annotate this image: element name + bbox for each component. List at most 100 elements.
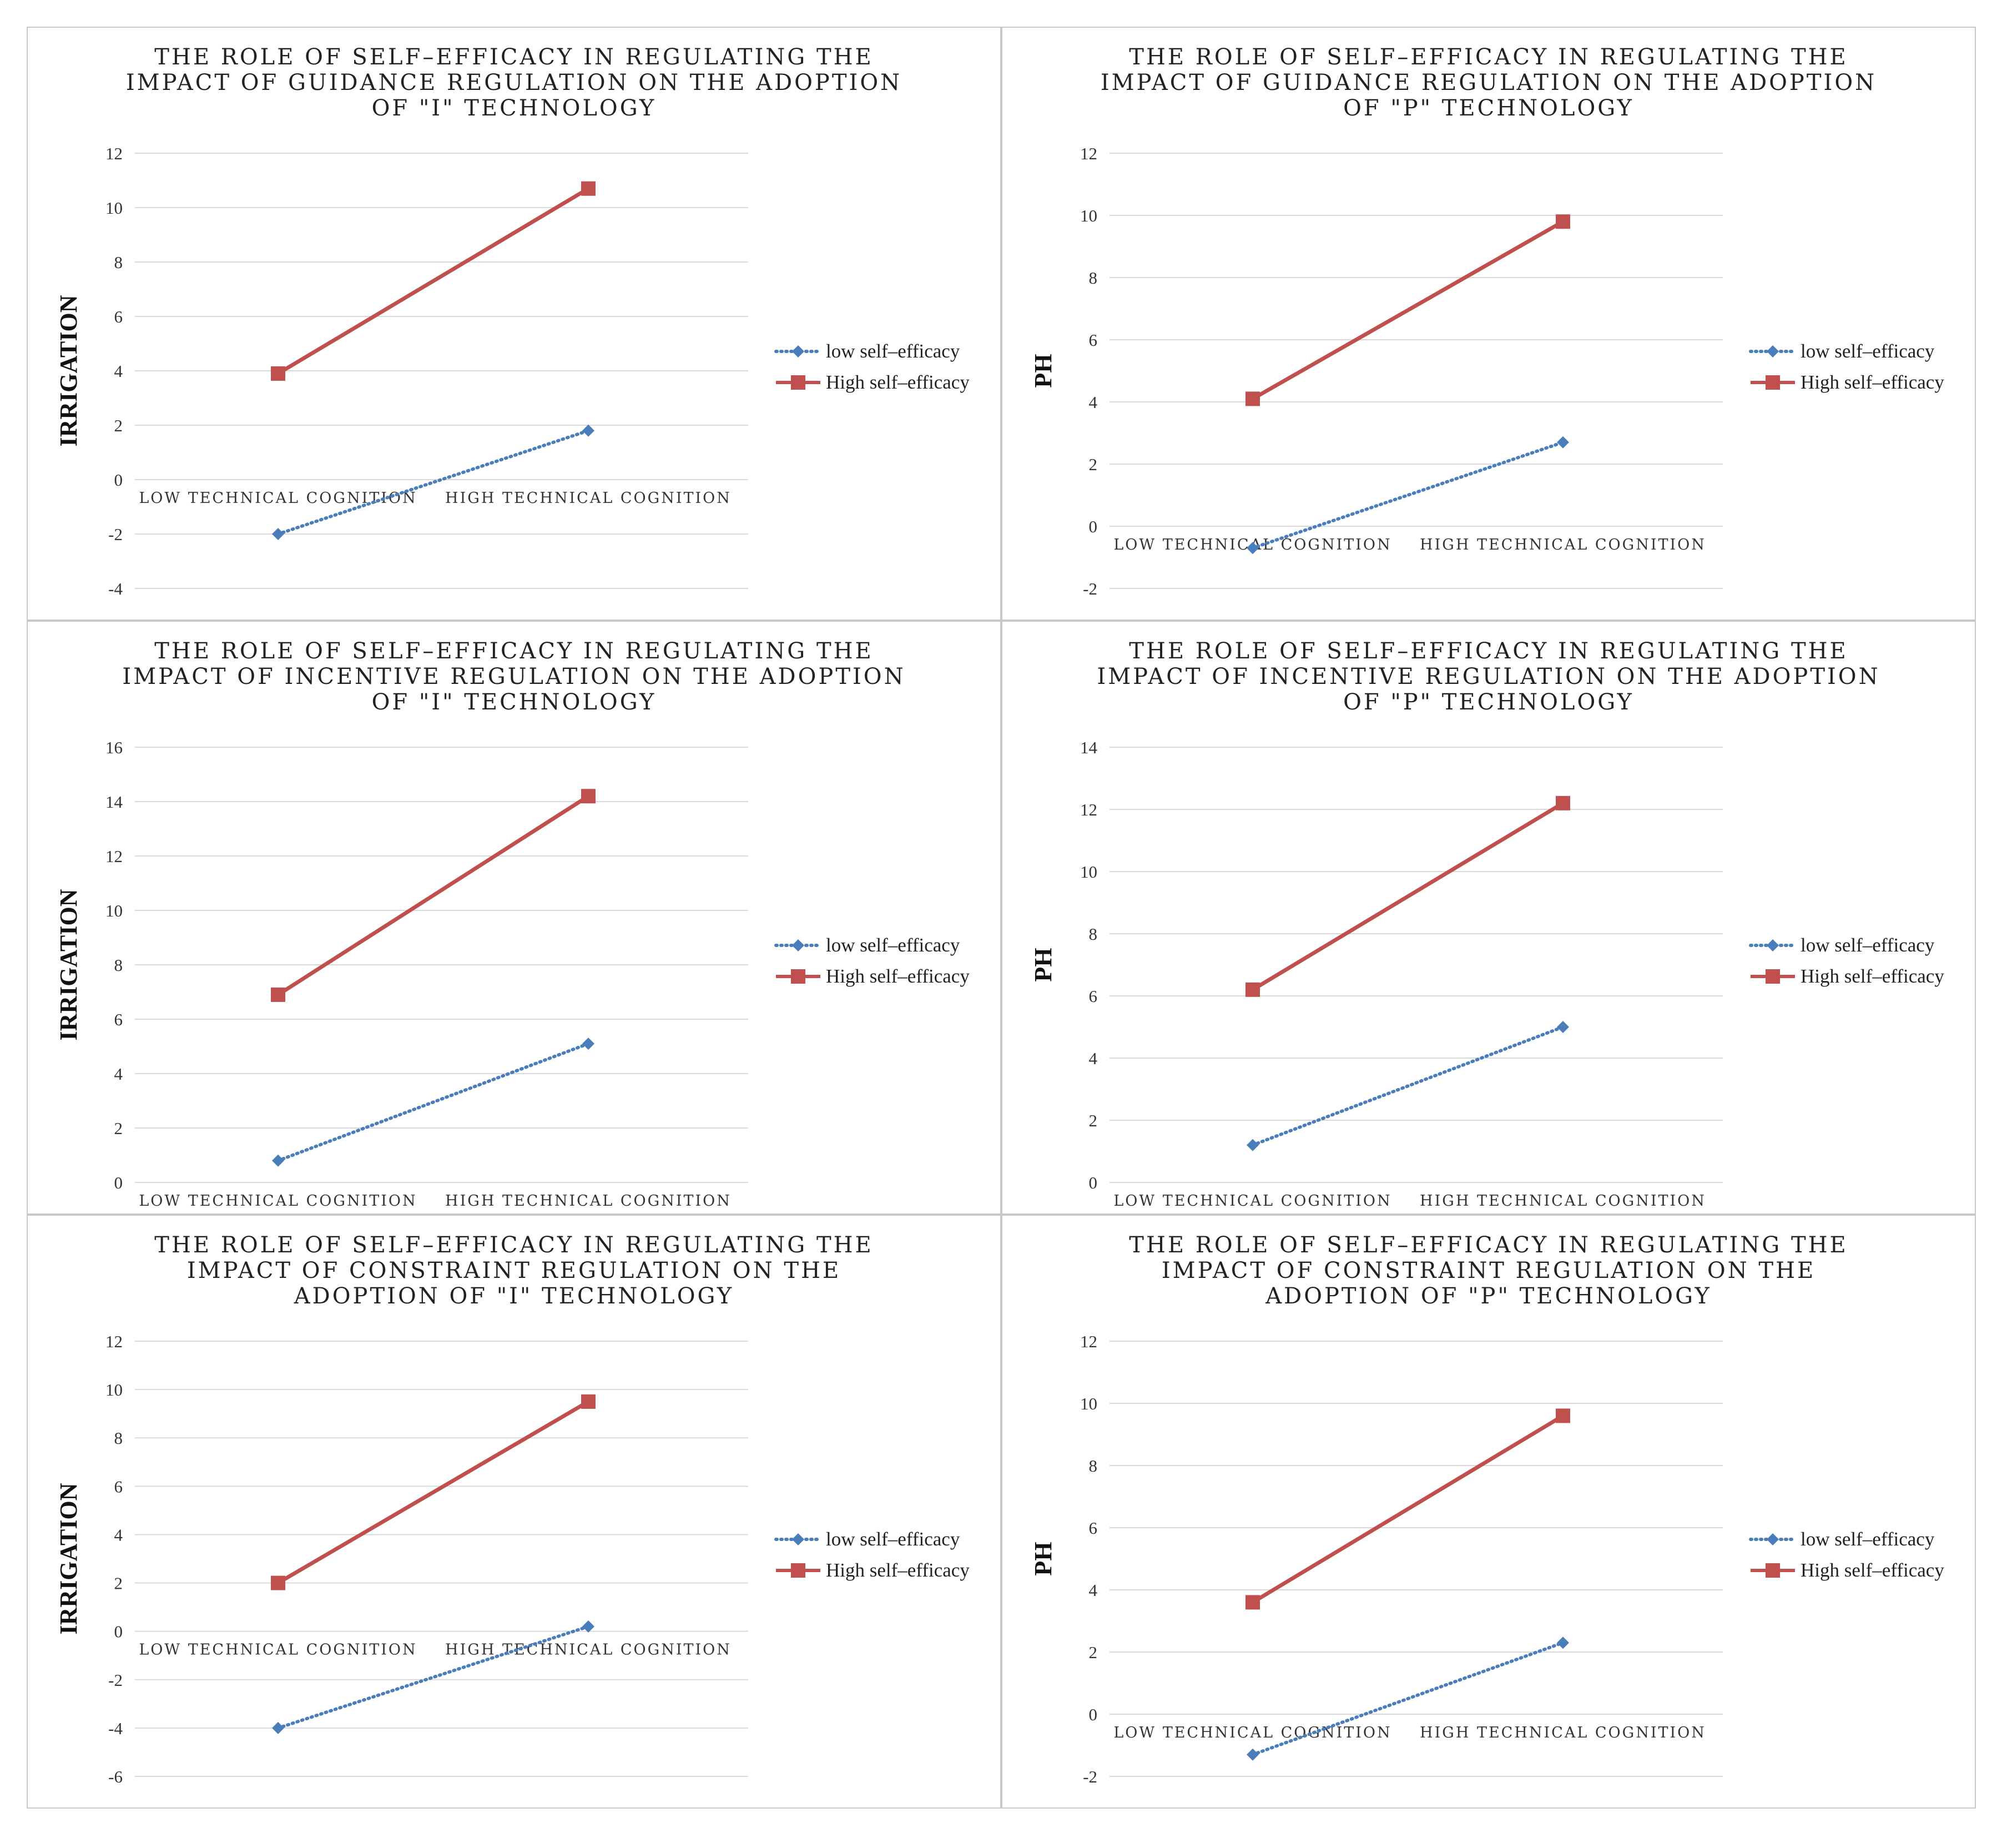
data-point-high-self-efficacy — [271, 987, 285, 1002]
data-point-low-self-efficacy — [272, 1154, 284, 1167]
x-category-label: LOW TECHNICAL COGNITION — [139, 490, 417, 507]
y-tick-label: 4 — [114, 361, 123, 381]
y-tick-label: 14 — [1080, 738, 1098, 757]
y-tick-label: 12 — [1080, 1332, 1097, 1351]
data-point-low-self-efficacy — [1247, 1139, 1259, 1151]
legend-marker-low-self-efficacy — [1767, 939, 1779, 951]
series-line-low-self-efficacy — [1251, 440, 1565, 550]
y-tick-label: -4 — [108, 579, 123, 598]
chart-panel-incentive-irrigation: THE ROLE OF SELF–EFFICACY IN REGULATING … — [27, 621, 1001, 1215]
y-tick-label: 10 — [1080, 206, 1097, 225]
x-category-label: HIGH TECHNICAL COGNITION — [1420, 1192, 1706, 1210]
y-tick-label: -2 — [1083, 579, 1097, 598]
data-point-low-self-efficacy — [272, 528, 284, 540]
y-tick-label: 4 — [1089, 1049, 1098, 1068]
chart-svg: THE ROLE OF SELF–EFFICACY IN REGULATING … — [27, 1215, 1001, 1809]
chart-panel-constraint-ph: THE ROLE OF SELF–EFFICACY IN REGULATING … — [1001, 1215, 1976, 1809]
chart-title-line: IMPACT OF CONSTRAINT REGULATION ON THE — [187, 1258, 841, 1283]
data-point-low-self-efficacy — [582, 1620, 594, 1633]
y-tick-label: 14 — [105, 792, 123, 812]
y-tick-label: 4 — [1089, 392, 1098, 412]
legend-label: High self–efficacy — [1801, 1559, 1944, 1581]
y-tick-label: 8 — [1089, 1456, 1098, 1476]
data-point-high-self-efficacy — [1245, 391, 1260, 406]
y-tick-label: 2 — [1089, 1643, 1098, 1662]
legend-marker-high-self-efficacy — [1766, 969, 1780, 984]
y-tick-label: 12 — [105, 144, 123, 163]
y-tick-label: 16 — [105, 738, 123, 757]
y-tick-label: 8 — [114, 955, 123, 975]
legend-label: low self–efficacy — [826, 340, 960, 362]
data-point-high-self-efficacy — [1556, 1408, 1570, 1423]
y-tick-label: 6 — [1089, 330, 1098, 350]
legend-label: High self–efficacy — [1801, 965, 1944, 987]
data-point-high-self-efficacy — [1556, 795, 1570, 810]
y-axis-label: IRRIGATION — [55, 295, 82, 446]
chart-panel-guidance-irrigation: THE ROLE OF SELF–EFFICACY IN REGULATING … — [27, 27, 1001, 621]
x-category-label: LOW TECHNICAL COGNITION — [139, 1192, 417, 1210]
legend-label: High self–efficacy — [826, 1559, 970, 1581]
chart-panel-guidance-ph: THE ROLE OF SELF–EFFICACY IN REGULATING … — [1001, 27, 1976, 621]
chart-svg: THE ROLE OF SELF–EFFICACY IN REGULATING … — [27, 621, 1001, 1215]
y-tick-label: 6 — [1089, 1518, 1098, 1538]
y-tick-label: 12 — [105, 847, 123, 866]
legend-label: High self–efficacy — [1801, 371, 1944, 393]
data-point-low-self-efficacy — [582, 424, 594, 437]
y-tick-label: 10 — [105, 1380, 123, 1399]
y-tick-label: 4 — [1089, 1580, 1098, 1600]
series-line-low-self-efficacy — [276, 1042, 590, 1162]
data-point-high-self-efficacy — [1245, 1595, 1260, 1610]
data-point-high-self-efficacy — [581, 789, 596, 804]
series-line-high-self-efficacy — [277, 794, 589, 996]
legend-marker-low-self-efficacy — [792, 1533, 804, 1545]
data-point-high-self-efficacy — [581, 1394, 596, 1409]
series-line-low-self-efficacy — [276, 1624, 590, 1730]
y-tick-label: 0 — [114, 1173, 123, 1192]
legend-label: low self–efficacy — [1801, 1528, 1935, 1550]
data-point-high-self-efficacy — [271, 366, 285, 381]
data-point-high-self-efficacy — [581, 181, 596, 196]
y-tick-label: 6 — [114, 307, 123, 326]
y-tick-label: 0 — [1089, 1705, 1098, 1724]
chart-title-line: THE ROLE OF SELF–EFFICACY IN REGULATING … — [1129, 44, 1848, 70]
x-category-label: HIGH TECHNICAL COGNITION — [445, 1641, 732, 1659]
y-axis-label: PH — [1030, 354, 1057, 387]
data-point-low-self-efficacy — [272, 1721, 284, 1734]
chart-title-line: IMPACT OF GUIDANCE REGULATION ON THE ADO… — [1101, 70, 1877, 95]
y-tick-label: 8 — [114, 1428, 123, 1448]
chart-title-line: OF "P" TECHNOLOGY — [1343, 95, 1634, 121]
data-point-low-self-efficacy — [1557, 1636, 1569, 1649]
y-tick-label: 2 — [114, 1119, 123, 1138]
y-tick-label: 2 — [114, 416, 123, 435]
data-point-low-self-efficacy — [1247, 542, 1259, 555]
chart-title-line: OF "P" TECHNOLOGY — [1343, 689, 1634, 715]
data-point-high-self-efficacy — [271, 1575, 285, 1590]
legend-marker-high-self-efficacy — [791, 375, 805, 390]
legend-marker-high-self-efficacy — [1766, 375, 1780, 390]
y-tick-label: 6 — [1089, 986, 1098, 1006]
legend-label: low self–efficacy — [1801, 934, 1935, 956]
legend-marker-high-self-efficacy — [791, 969, 805, 984]
chart-title-line: IMPACT OF INCENTIVE REGULATION ON THE AD… — [1097, 664, 1880, 689]
chart-title-line: ADOPTION OF "I" TECHNOLOGY — [294, 1283, 734, 1309]
y-tick-label: 8 — [114, 253, 123, 272]
chart-title-line: THE ROLE OF SELF–EFFICACY IN REGULATING … — [1129, 638, 1848, 664]
y-tick-label: 2 — [1089, 1111, 1098, 1130]
y-tick-label: 12 — [1080, 800, 1097, 819]
y-tick-label: 4 — [114, 1525, 123, 1544]
series-line-high-self-efficacy — [1252, 1414, 1564, 1604]
chart-title-line: THE ROLE OF SELF–EFFICACY IN REGULATING … — [154, 44, 873, 70]
data-point-low-self-efficacy — [1557, 1021, 1569, 1033]
y-tick-label: 10 — [1080, 1394, 1097, 1413]
y-tick-label: 0 — [1089, 517, 1098, 536]
chart-svg: THE ROLE OF SELF–EFFICACY IN REGULATING … — [1001, 1215, 1976, 1809]
y-tick-label: -2 — [108, 525, 123, 544]
x-category-label: LOW TECHNICAL COGNITION — [1113, 1724, 1391, 1741]
data-point-high-self-efficacy — [1245, 982, 1260, 997]
y-axis-label: IRRIGATION — [55, 889, 82, 1040]
chart-svg: THE ROLE OF SELF–EFFICACY IN REGULATING … — [1001, 27, 1976, 621]
legend-marker-high-self-efficacy — [791, 1563, 805, 1578]
y-axis-label: PH — [1030, 1542, 1057, 1575]
series-line-high-self-efficacy — [1252, 220, 1564, 401]
y-tick-label: 6 — [114, 1010, 123, 1029]
